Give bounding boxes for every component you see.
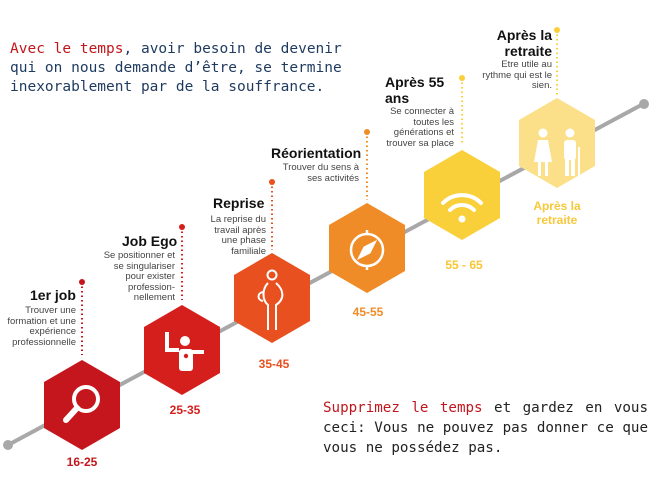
stage-description-1: Trouver une formation et une expérience … bbox=[7, 305, 76, 348]
leader-lines bbox=[81, 30, 558, 355]
stage-hexagon-1 bbox=[44, 360, 120, 450]
intro-quote: Avec le temps, avoir besoin de devenir q… bbox=[10, 40, 350, 97]
closing-quote: Supprimez le temps et gardez en vous cec… bbox=[323, 398, 648, 458]
leader-dot-2 bbox=[179, 224, 185, 230]
stage-age-3: 35-45 bbox=[258, 357, 290, 371]
elderly-couple-icon bbox=[534, 128, 580, 176]
stage-title-5: Après 55 ans bbox=[385, 74, 445, 106]
compass-icon bbox=[349, 230, 385, 270]
stage-description-3: La reprise du travail après une phase fa… bbox=[210, 214, 266, 257]
stage-hexagon-6 bbox=[519, 98, 595, 188]
timeline-end-dot bbox=[639, 99, 649, 109]
outro-text: et gardez en vous ceci: Vous ne pouvez p… bbox=[323, 400, 649, 456]
leader-dot-1 bbox=[79, 279, 85, 285]
leader-dot-5 bbox=[459, 75, 465, 81]
stage-title-1: 1er job bbox=[30, 287, 76, 303]
stage-age-2: 25-35 bbox=[169, 403, 201, 417]
stage-age-5: 55 - 65 bbox=[445, 258, 483, 272]
stage-age-4: 45-55 bbox=[352, 305, 384, 319]
intro-highlight: Avec le temps bbox=[10, 41, 124, 57]
timeline-start-dot bbox=[3, 440, 13, 450]
stage-title-6: Après la retraite bbox=[496, 27, 552, 59]
stage-description-4: Trouver du sens à ses activités bbox=[282, 162, 359, 184]
stage-description-5: Se connecter à toutes les générations et… bbox=[386, 106, 454, 149]
leader-dot-4 bbox=[364, 129, 370, 135]
presenter-icon bbox=[165, 332, 204, 371]
stage-title-2: Job Ego bbox=[122, 233, 178, 249]
magnifier-icon bbox=[63, 385, 100, 423]
stage-title-4: Réorientation bbox=[271, 145, 362, 161]
stage-age-1: 16-25 bbox=[66, 455, 98, 469]
stage-age-6: Après la retraite bbox=[533, 199, 581, 227]
wifi-icon bbox=[441, 193, 483, 223]
stage-title-3: Reprise bbox=[213, 195, 265, 211]
leader-dot-3 bbox=[269, 179, 275, 185]
stage-description-6: Etre utile au rythme qui est le sien. bbox=[482, 59, 552, 91]
leader-dot-6 bbox=[554, 27, 560, 33]
outro-highlight: Supprimez le temps bbox=[323, 400, 483, 416]
intro-text: , avoir besoin de devenir qui on nous de… bbox=[10, 41, 342, 95]
stage-description-2: Se positionner et se singulariser pour e… bbox=[103, 250, 175, 303]
stage-hexagon-3 bbox=[234, 253, 310, 343]
pregnant-woman-icon bbox=[257, 269, 284, 330]
